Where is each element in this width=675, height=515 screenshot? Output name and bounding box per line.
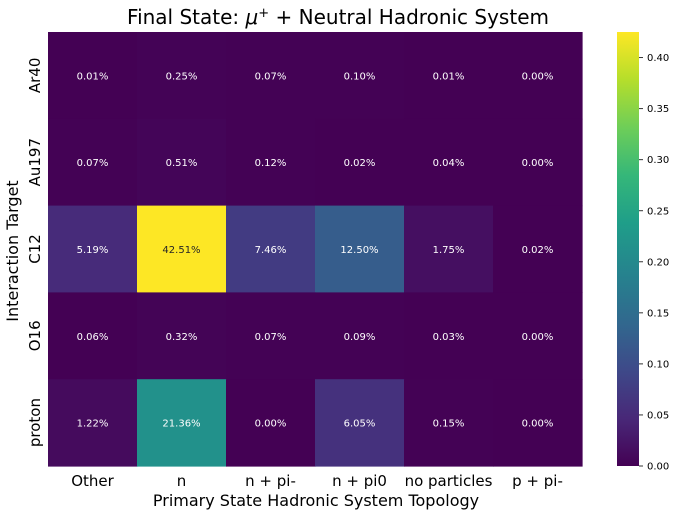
cell-annotation: 12.50% bbox=[340, 245, 378, 256]
colorbar-tick-label: 0.10 bbox=[647, 359, 669, 370]
cell-annotation: 21.36% bbox=[162, 419, 200, 430]
cell-annotation: 0.01% bbox=[433, 71, 465, 82]
cell-annotation: 0.09% bbox=[344, 332, 376, 343]
cell-annotation: 0.00% bbox=[522, 71, 554, 82]
heatmap-cell bbox=[226, 205, 316, 293]
cell-annotation: 7.46% bbox=[255, 245, 287, 256]
cell-annotation: 0.00% bbox=[522, 419, 554, 430]
heatmap-cell bbox=[226, 379, 316, 467]
heatmap-cell bbox=[48, 379, 138, 467]
cell-annotation: 0.15% bbox=[433, 419, 465, 430]
heatmap-cell bbox=[315, 205, 405, 293]
cell-annotation: 0.00% bbox=[522, 332, 554, 343]
cell-annotation: 1.22% bbox=[77, 419, 109, 430]
cell-annotation: 0.07% bbox=[255, 332, 287, 343]
cell-annotation: 0.12% bbox=[255, 158, 287, 169]
heatmap-cell bbox=[315, 292, 405, 380]
heatmap-cell bbox=[48, 32, 138, 120]
cell-annotation: 0.04% bbox=[433, 158, 465, 169]
cell-annotation: 0.02% bbox=[522, 245, 554, 256]
heatmap-cell bbox=[315, 32, 405, 120]
cell-annotation: 5.19% bbox=[77, 245, 109, 256]
cell-annotation: 0.02% bbox=[344, 158, 376, 169]
x-tick-label: n + pi0 bbox=[332, 472, 387, 490]
colorbar-tick-label: 0.00 bbox=[647, 462, 669, 473]
colorbar-tick-label: 0.05 bbox=[647, 410, 669, 421]
heatmap-cell bbox=[226, 292, 316, 380]
chart-title: Final State: μ+ + Neutral Hadronic Syste… bbox=[127, 5, 549, 29]
cell-annotation: 0.00% bbox=[255, 419, 287, 430]
heatmap-cell bbox=[404, 379, 494, 467]
x-axis-label: Primary State Hadronic System Topology bbox=[153, 491, 479, 510]
cell-annotation: 1.75% bbox=[433, 245, 465, 256]
colorbar-tick-label: 0.20 bbox=[647, 257, 669, 268]
heatmap-cell bbox=[404, 292, 494, 380]
heatmap-cell bbox=[315, 379, 405, 467]
heatmap-cell bbox=[48, 118, 138, 207]
heatmap-cell bbox=[137, 32, 227, 120]
x-tick-labels: Other n n + pi-n + pi0 no particles p + pi- bbox=[71, 472, 563, 490]
cell-annotation: 0.07% bbox=[77, 158, 109, 169]
cell-annotation: 0.01% bbox=[77, 71, 109, 82]
heatmap-cell bbox=[493, 292, 583, 380]
cell-annotation: 0.10% bbox=[344, 71, 376, 82]
heatmap-cell bbox=[493, 379, 583, 467]
heatmap-cell bbox=[493, 32, 583, 120]
heatmap-cell bbox=[226, 32, 316, 120]
heatmap-cell bbox=[48, 292, 138, 380]
heatmap-cell bbox=[137, 118, 227, 207]
colorbar-tick-label: 0.30 bbox=[647, 155, 669, 166]
cell-annotation: 6.05% bbox=[344, 419, 376, 430]
y-tick-label: Ar40 bbox=[26, 58, 44, 94]
colorbar-tick-label: 0.40 bbox=[647, 53, 669, 64]
cell-annotation: 0.07% bbox=[255, 71, 287, 82]
y-axis-label: Interaction Target bbox=[3, 180, 22, 321]
heatmap-cell bbox=[404, 118, 494, 207]
heatmap-cell bbox=[404, 32, 494, 120]
colorbar bbox=[617, 32, 639, 466]
heatmap-cell bbox=[137, 205, 227, 293]
cell-annotation: 0.00% bbox=[522, 158, 554, 169]
y-tick-label: Au197 bbox=[26, 138, 44, 186]
heatmap-cells: 0.01% 0.25% 0.07% 0.10% 0.01% 0.00% 0.07% 0.51%… bbox=[48, 32, 583, 467]
y-tick-label: proton bbox=[26, 398, 44, 447]
heatmap-cell bbox=[493, 205, 583, 293]
heatmap-cell bbox=[48, 205, 138, 293]
heatmap-cell bbox=[137, 379, 227, 467]
cell-annotation: 0.03% bbox=[433, 332, 465, 343]
cell-annotation: 0.25% bbox=[166, 71, 198, 82]
cell-annotation: 0.06% bbox=[77, 332, 109, 343]
cell-annotation: 42.51% bbox=[162, 245, 200, 256]
x-tick-label: p + pi- bbox=[512, 472, 563, 490]
heatmap-cell bbox=[226, 118, 316, 207]
x-tick-label: Other bbox=[71, 472, 114, 490]
cell-annotation: 0.51% bbox=[166, 158, 198, 169]
y-tick-label: O16 bbox=[26, 320, 44, 351]
y-tick-labels: Ar40 Au197 C12 O16 proton bbox=[26, 58, 44, 448]
cell-annotation: 0.32% bbox=[166, 332, 198, 343]
x-tick-label: n + pi- bbox=[245, 472, 296, 490]
colorbar-ticks: 0.00 0.05 0.10 0.15 0.20 0.25 0.30 0.35 0.40 bbox=[639, 53, 669, 473]
heatmap-cell bbox=[137, 292, 227, 380]
heatmap-cell bbox=[315, 118, 405, 207]
x-tick-label: no particles bbox=[405, 472, 493, 490]
colorbar-tick-label: 0.25 bbox=[647, 206, 669, 217]
colorbar-tick-label: 0.15 bbox=[647, 308, 669, 319]
y-tick-label: C12 bbox=[26, 234, 44, 264]
heatmap-cell bbox=[404, 205, 494, 293]
heatmap-cell bbox=[493, 118, 583, 207]
x-tick-label: n bbox=[177, 472, 187, 490]
colorbar-tick-label: 0.35 bbox=[647, 104, 669, 115]
